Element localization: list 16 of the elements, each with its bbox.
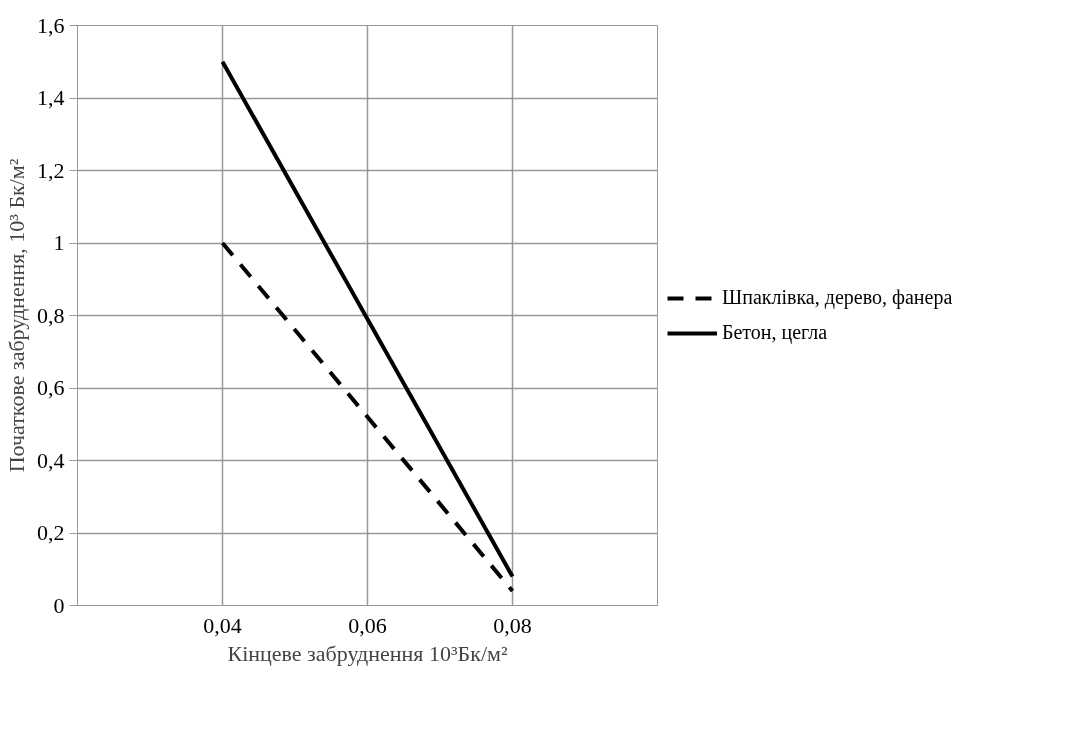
y-tick-label: 1,2: [37, 157, 65, 183]
y-tick-label: 0,2: [37, 520, 65, 545]
legend-label: Шпаклівка, дерево, фанера: [722, 286, 953, 309]
x-tick-label: 0,08: [493, 612, 532, 638]
x-tick-label: 0,04: [203, 612, 242, 638]
x-axis-title: Кінцеве забруднення 10³Бк/м²: [227, 640, 508, 666]
legend-label: Бетон, цегла: [722, 321, 828, 344]
y-tick-label: 1,4: [37, 85, 65, 110]
y-tick-label: 0,4: [37, 447, 65, 473]
y-tick-label: 0,8: [37, 302, 65, 328]
y-tick-label: 0: [53, 592, 65, 618]
y-axis-title: Початкове забруднення, 10³ Бк/м²: [4, 158, 29, 473]
x-tick-label: 0,06: [348, 612, 387, 638]
y-tick-label: 0,6: [37, 375, 65, 400]
y-tick-label: 1,6: [37, 12, 65, 38]
y-tick-label: 1: [53, 230, 65, 255]
